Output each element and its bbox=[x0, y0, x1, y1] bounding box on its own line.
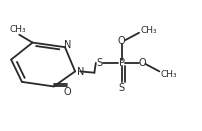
Text: CH₃: CH₃ bbox=[160, 70, 177, 78]
Text: CH₃: CH₃ bbox=[10, 25, 26, 34]
Text: O: O bbox=[63, 87, 70, 97]
Text: N: N bbox=[64, 40, 71, 50]
Text: O: O bbox=[117, 36, 125, 46]
Text: P: P bbox=[118, 58, 124, 68]
Text: S: S bbox=[96, 58, 102, 68]
Text: N: N bbox=[77, 67, 84, 77]
Text: S: S bbox=[118, 83, 124, 93]
Text: CH₃: CH₃ bbox=[140, 26, 157, 35]
Text: O: O bbox=[138, 58, 145, 68]
